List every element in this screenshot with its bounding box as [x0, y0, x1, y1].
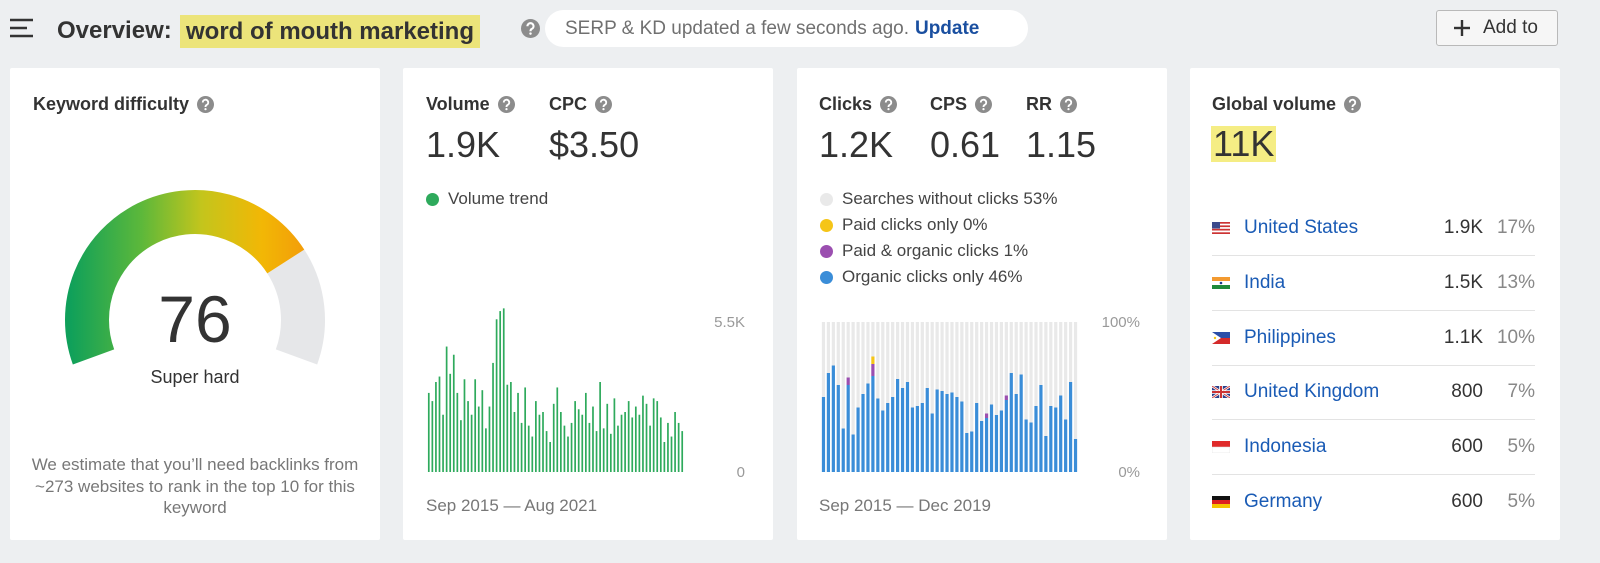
country-row: India 1.5K 13% — [1212, 256, 1535, 311]
add-button-label: Add to — [1483, 17, 1538, 38]
country-name[interactable]: Indonesia — [1244, 436, 1327, 458]
help-icon[interactable] — [498, 96, 515, 113]
flag — [1212, 441, 1230, 454]
legend-label: Volume trend — [448, 189, 549, 208]
country-name[interactable]: United Kingdom — [1244, 381, 1380, 403]
country-row: Indonesia 600 5% — [1212, 420, 1535, 476]
legend-item: Volume trend — [426, 186, 548, 212]
clicks-legend: Searches without clicks 53% Paid clicks o… — [819, 186, 1057, 290]
help-icon[interactable] — [1060, 96, 1077, 113]
legend-item: Organic clicks only 46% — [819, 264, 1057, 290]
plus-icon — [1454, 20, 1470, 36]
legend-value: 46% — [988, 267, 1023, 286]
global-title: Global volume — [1212, 93, 1361, 115]
legend-name: Searches without clicks — [842, 189, 1019, 208]
country-volume: 600 — [1451, 491, 1483, 512]
country-volume: 800 — [1451, 381, 1483, 403]
global-title-text: Global volume — [1212, 94, 1337, 114]
keyword: word of mouth marketing — [180, 15, 480, 48]
update-link[interactable]: Update — [914, 17, 980, 39]
legend-dot — [820, 244, 833, 258]
country-share: 7% — [1507, 381, 1535, 403]
help-icon[interactable] — [595, 96, 612, 113]
country-volume: 1.1K — [1443, 326, 1483, 348]
country-volume: 600 — [1451, 436, 1483, 458]
metric-value: 1.2K — [819, 124, 894, 165]
metric-label-text: CPS — [930, 94, 968, 114]
legend-value: 0% — [962, 215, 988, 234]
legend-value: 1% — [1003, 241, 1029, 260]
country-name[interactable]: Germany — [1244, 491, 1323, 512]
legend-label: Paid & organic clicks 1% — [842, 241, 1028, 261]
metric-label: Clicks — [819, 93, 897, 115]
metric-label-text: CPC — [549, 94, 588, 114]
metric-label: Volume — [426, 93, 515, 115]
status-pill: SERP & KD updated a few seconds ago. Upd… — [545, 10, 1028, 47]
legend-dot — [820, 192, 833, 206]
metric-label: CPS — [930, 93, 992, 115]
menu-icon[interactable] — [10, 18, 34, 38]
legend-dot — [820, 218, 833, 232]
help-icon[interactable] — [880, 96, 897, 113]
metric-value: 0.61 — [930, 124, 1001, 165]
metric-value: $3.50 — [549, 124, 640, 165]
metric-label-text: RR — [1026, 94, 1052, 114]
country-name[interactable]: Philippines — [1244, 326, 1336, 348]
country-row: Philippines 1.1K 10% — [1212, 311, 1535, 366]
metric-label: CPC — [549, 93, 612, 115]
help-icon[interactable] — [521, 19, 540, 38]
country-share: 13% — [1496, 271, 1535, 293]
page-title: Overview: — [57, 17, 172, 44]
global-volume-value: 11K — [1211, 123, 1277, 164]
add-button[interactable]: Add to — [1436, 10, 1558, 46]
country-row: United Kingdom 800 7% — [1212, 365, 1535, 421]
metric-label-text: Clicks — [819, 94, 873, 114]
country-share: 17% — [1496, 217, 1535, 238]
flag — [1212, 331, 1230, 344]
legend-name: Paid clicks only — [842, 215, 959, 234]
date-range: Sep 2015 — Aug 2021 — [426, 496, 598, 515]
flag — [1212, 276, 1230, 289]
country-row: Germany 600 5% — [1212, 475, 1535, 529]
flag — [1212, 222, 1230, 234]
flag — [1212, 386, 1230, 399]
country-volume: 1.9K — [1443, 217, 1483, 238]
metric-value: 1.9K — [426, 124, 501, 165]
legend-dot — [426, 192, 439, 206]
help-icon[interactable] — [1344, 96, 1361, 113]
help-icon[interactable] — [975, 96, 992, 113]
legend-item: Searches without clicks 53% — [819, 186, 1057, 212]
legend-value: 53% — [1023, 189, 1058, 208]
country-volume: 1.5K — [1443, 271, 1483, 293]
legend-dot — [820, 270, 833, 284]
legend-label: Organic clicks only 46% — [842, 267, 1022, 287]
status-text: SERP & KD updated a few seconds ago. — [565, 17, 909, 39]
legend-item: Paid clicks only 0% — [819, 212, 1057, 238]
country-share: 5% — [1507, 491, 1535, 512]
help-icon[interactable] — [197, 96, 214, 113]
date-range: Sep 2015 — Dec 2019 — [819, 496, 992, 515]
legend-name: Organic clicks only — [842, 267, 984, 286]
flag — [1212, 496, 1230, 508]
country-share: 10% — [1496, 326, 1535, 348]
country-name[interactable]: United States — [1244, 217, 1359, 238]
country-name[interactable]: India — [1244, 271, 1286, 293]
legend-name: Paid & organic clicks — [842, 241, 999, 260]
legend-label: Searches without clicks 53% — [842, 189, 1057, 209]
country-row: United States 1.9K 17% — [1212, 201, 1535, 256]
kd-header: Keyword difficulty — [33, 93, 214, 115]
kd-note: We estimate that you’ll need backlinks f… — [31, 455, 359, 517]
country-share: 5% — [1507, 436, 1535, 458]
kd-title: Keyword difficulty — [33, 94, 190, 114]
legend-label: Paid clicks only 0% — [842, 215, 988, 235]
metric-label: RR — [1026, 93, 1077, 115]
metric-label-text: Volume — [426, 94, 490, 114]
metric-value: 1.15 — [1026, 124, 1097, 165]
legend-item: Paid & organic clicks 1% — [819, 238, 1057, 264]
